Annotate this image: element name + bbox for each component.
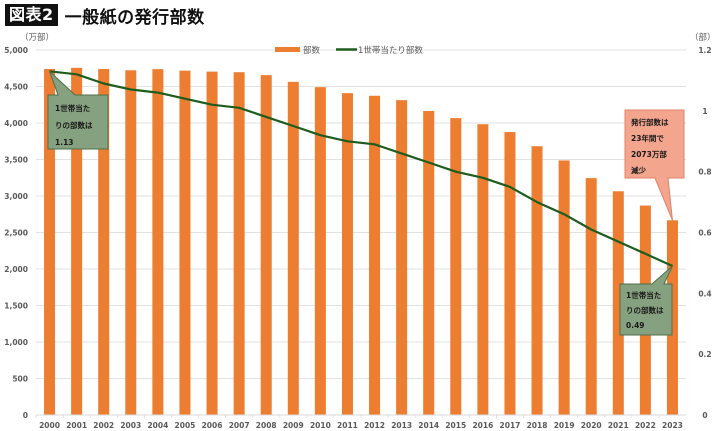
x-tick: 2005 [175, 421, 196, 430]
callout-text: 1世帯当た [55, 103, 90, 113]
bar [558, 160, 570, 415]
x-axis: 2000 2001 2002 2003 2004 2005 2006 2007 2008 2009… [35, 414, 686, 430]
x-tick: 2004 [147, 421, 168, 430]
bar [152, 69, 164, 415]
x-tick: 2010 [310, 421, 331, 430]
callout-text: 23年間で [631, 133, 664, 143]
x-tick: 2012 [364, 421, 385, 430]
chart-header: 図表2 一般紙の発行部数 [5, 3, 205, 28]
x-tick: 2019 [554, 421, 575, 430]
x-tick: 2000 [39, 421, 60, 430]
chart-title: 一般紙の発行部数 [64, 7, 205, 28]
callout-text: りの部数は [55, 120, 93, 130]
y-axis-left: 0 500 1,000 1,500 2,000 2,500 3,000 3,500 4,000 4… [4, 46, 28, 420]
legend-bar-swatch [275, 47, 300, 52]
callout-text: 0.49 [626, 321, 645, 330]
bar [206, 71, 218, 415]
bar [396, 100, 408, 415]
figure-badge: 図表2 [5, 4, 58, 26]
y-left-tick: 2,500 [4, 229, 28, 238]
x-tick: 2016 [472, 421, 493, 430]
callout-text: りの部数は [626, 305, 664, 315]
x-tick: 2002 [93, 421, 114, 430]
x-tick: 2015 [445, 421, 466, 430]
bar [612, 191, 624, 415]
bar [125, 70, 137, 415]
y-left-tick: 0 [23, 411, 28, 420]
x-tick: 2011 [337, 421, 358, 430]
bar [504, 132, 516, 415]
left-axis-unit: （万部） [20, 32, 54, 43]
y-right-tick: 0 [702, 411, 707, 420]
y-left-tick: 3,000 [4, 192, 28, 201]
x-tick: 2003 [120, 421, 141, 430]
y-right-tick: 0.6 [698, 229, 711, 238]
bar [369, 95, 381, 415]
x-tick: 2021 [608, 421, 629, 430]
bar [260, 75, 272, 415]
legend: 部数 1世帯当たり部数 [275, 45, 423, 56]
x-tick: 2001 [66, 421, 87, 430]
bar [531, 146, 543, 416]
bar-series [44, 67, 678, 416]
bar [287, 81, 299, 415]
legend-bar-label: 部数 [303, 45, 321, 56]
x-tick: 2017 [500, 421, 521, 430]
callout-text: 減少 [631, 165, 646, 175]
callout-text: 発行部数は [630, 117, 669, 127]
x-tick: 2020 [581, 421, 602, 430]
y-left-tick: 4,500 [4, 83, 28, 92]
y-left-tick: 2,000 [4, 265, 28, 274]
right-axis-unit: （部） [690, 32, 716, 43]
bar [477, 124, 489, 415]
x-tick: 2008 [256, 421, 277, 430]
line-series [49, 70, 673, 268]
y-left-tick: 500 [12, 375, 28, 384]
y-left-tick: 1,000 [4, 338, 28, 347]
y-left-tick: 1,500 [4, 302, 28, 311]
x-tick: 2022 [635, 421, 656, 430]
y-right-tick: 1 [702, 107, 707, 116]
x-tick: 2007 [229, 421, 250, 430]
y-left-tick: 4,000 [4, 119, 28, 128]
bar [585, 178, 597, 415]
bar [179, 70, 191, 415]
callout-text: 2073万部 [631, 149, 667, 159]
bar [450, 118, 462, 415]
y-right-tick: 1.2 [698, 46, 711, 55]
bar [98, 68, 110, 415]
callout-text: 1世帯当た [626, 290, 661, 300]
bar [44, 68, 56, 415]
callout-text: 1.13 [55, 138, 74, 147]
bar [423, 110, 435, 415]
x-tick: 2023 [662, 421, 683, 430]
x-tick: 2014 [418, 421, 439, 430]
bar [71, 67, 83, 415]
y-right-tick: 0.4 [698, 289, 711, 298]
x-tick: 2009 [283, 421, 304, 430]
bar [314, 87, 326, 416]
bar [233, 72, 245, 415]
x-tick: 2018 [527, 421, 548, 430]
y-right-tick: 0.8 [698, 168, 711, 177]
y-right-tick: 0.2 [698, 350, 711, 359]
y-axis-right: 0 0.2 0.4 0.6 0.8 1 1.2 [698, 46, 711, 420]
bar [341, 93, 353, 415]
x-tick: 2013 [391, 421, 412, 430]
y-left-tick: 5,000 [4, 46, 28, 55]
y-left-tick: 3,500 [4, 156, 28, 165]
legend-line-label: 1世帯当たり部数 [358, 45, 423, 56]
line-path [49, 70, 673, 268]
callouts: 1世帯当たりの部数は1.13発行部数は23年間で2073万部減少1世帯当たりの部… [47, 70, 685, 336]
x-tick: 2006 [202, 421, 223, 430]
